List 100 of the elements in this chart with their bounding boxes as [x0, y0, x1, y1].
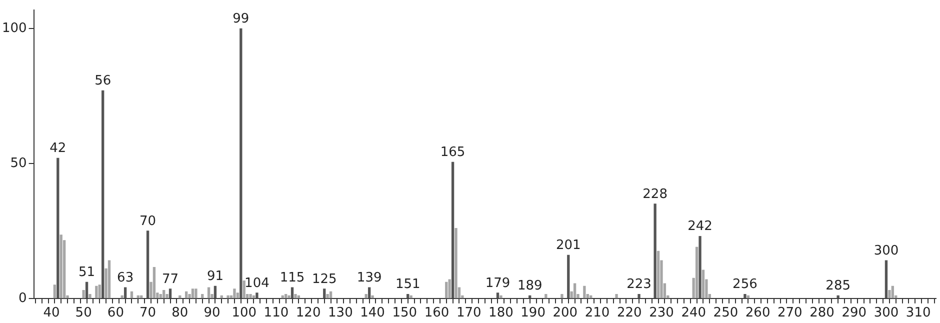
bar: [496, 292, 500, 298]
bar: [410, 295, 412, 298]
bar: [884, 260, 888, 298]
annotation: 165: [440, 145, 466, 160]
annotation: 63: [117, 270, 134, 286]
x-tick-label: 200: [552, 306, 578, 321]
bar: [290, 287, 294, 298]
bar: [207, 287, 210, 298]
bar: [454, 228, 458, 298]
bar: [836, 295, 840, 298]
x-tick-label: 120: [296, 306, 321, 321]
bar: [53, 284, 56, 298]
annotation: 91: [206, 269, 224, 284]
bar: [95, 286, 98, 298]
bar: [249, 294, 252, 298]
bar: [698, 236, 702, 298]
bar: [567, 254, 570, 298]
bar: [166, 294, 168, 298]
x-tick-label: 110: [264, 306, 289, 321]
annotation: 56: [94, 74, 112, 89]
annotation: 115: [280, 270, 305, 286]
bar: [56, 158, 60, 298]
x-tick-label: 190: [520, 306, 546, 321]
bar: [695, 246, 698, 298]
annotation: 42: [50, 141, 66, 156]
bar: [654, 204, 656, 298]
bar: [162, 290, 166, 298]
annotation: 179: [485, 276, 510, 291]
bar: [702, 270, 705, 298]
bar: [323, 288, 326, 298]
bar: [214, 286, 217, 298]
x-tick-label: 150: [392, 306, 418, 321]
annotation: 189: [517, 278, 542, 294]
x-tick-label: 310: [906, 306, 931, 321]
annotation: 228: [642, 186, 668, 202]
annotation: 77: [162, 272, 179, 287]
bar: [294, 294, 297, 298]
bar: [60, 234, 62, 298]
bar: [152, 267, 156, 298]
annotation: 70: [140, 214, 156, 229]
bar: [256, 292, 258, 298]
bar: [146, 230, 150, 298]
annotation: 139: [356, 270, 382, 286]
bar: [451, 162, 454, 298]
x-tick-label: 160: [424, 306, 450, 321]
y-tick-label: 0: [18, 290, 27, 306]
x-tick-label: 90: [204, 306, 220, 321]
y-tick-label: 50: [10, 156, 27, 171]
x-tick-label: 250: [713, 306, 738, 321]
bar: [88, 294, 92, 298]
bar: [500, 295, 502, 298]
bar: [371, 295, 374, 298]
bar: [573, 283, 576, 298]
x-tick-label: 80: [172, 306, 188, 321]
bar: [445, 282, 448, 298]
bar: [124, 287, 127, 298]
annotation: 104: [244, 276, 270, 291]
bar: [226, 295, 230, 298]
bar: [240, 28, 242, 298]
x-tick-label: 180: [488, 306, 514, 321]
annotation: 223: [626, 277, 652, 292]
bar: [560, 294, 564, 298]
x-tick-label: 140: [360, 306, 385, 321]
x-tick-label: 70: [140, 306, 156, 321]
bar: [888, 290, 891, 298]
bar: [191, 288, 194, 298]
x-tick-label: 300: [874, 306, 899, 321]
x-tick-label: 210: [584, 306, 610, 321]
bar: [82, 290, 85, 298]
x-tick-label: 260: [745, 306, 770, 321]
annotation: 242: [688, 219, 712, 234]
y-tick-label: 100: [2, 21, 27, 36]
bar: [233, 288, 236, 298]
x-tick-label: 230: [649, 306, 674, 321]
bar: [615, 294, 618, 298]
bar: [744, 294, 746, 298]
bar: [583, 286, 586, 298]
annotation: 125: [312, 272, 337, 287]
bar: [85, 282, 88, 298]
bar: [368, 287, 371, 298]
bar: [194, 288, 198, 298]
x-tick-label: 60: [107, 306, 124, 321]
x-tick-label: 170: [456, 306, 482, 321]
annotation: 201: [556, 238, 581, 254]
annotation: 300: [874, 244, 899, 259]
annotation: 51: [78, 265, 96, 280]
x-tick-label: 100: [232, 306, 257, 321]
bar: [891, 286, 894, 298]
x-tick-label: 50: [75, 306, 92, 321]
x-tick-label: 270: [778, 306, 802, 321]
x-tick-label: 40: [43, 306, 60, 321]
bar: [98, 284, 101, 298]
x-tick-label: 290: [842, 306, 867, 321]
bar: [656, 250, 660, 298]
bar: [448, 279, 451, 298]
x-tick-label: 280: [810, 306, 834, 321]
bar: [638, 294, 640, 298]
annotation: 285: [826, 278, 850, 294]
annotation: 99: [232, 12, 250, 27]
bar: [102, 90, 104, 298]
